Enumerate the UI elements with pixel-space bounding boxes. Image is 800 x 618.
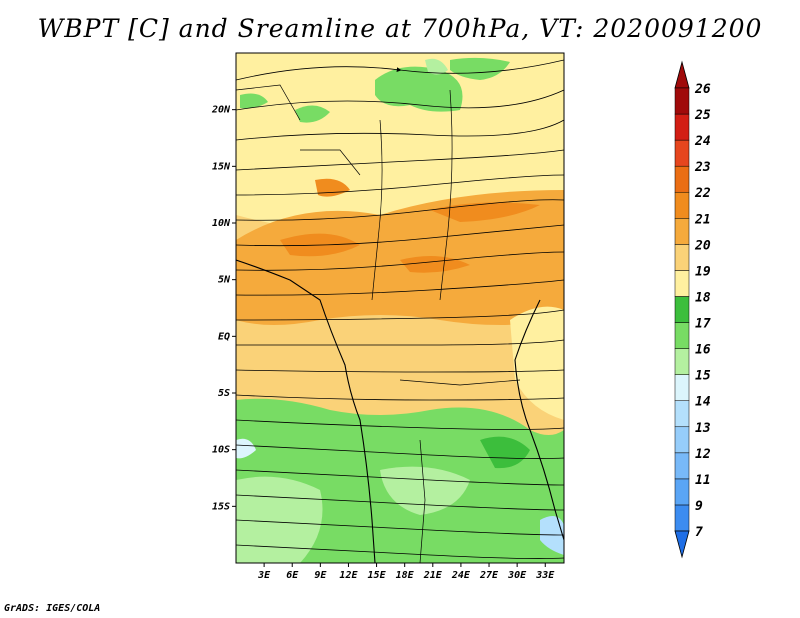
- lon-tick-label: 9E: [314, 570, 327, 581]
- credit-text: GrADS: IGES/COLA: [4, 603, 101, 614]
- latitude-axis: 20N 15N 10N 5N EQ 5S 10S 15S: [211, 105, 236, 512]
- lon-tick-label: 27E: [479, 570, 499, 581]
- colorbar-label: 19: [695, 264, 711, 279]
- colorbar-top-arrow: [674, 60, 690, 89]
- coastlines: [236, 84, 564, 563]
- colorbar-label: 18: [695, 290, 711, 305]
- colorbar-segment: [674, 348, 690, 375]
- lon-tick-label: 3E: [257, 570, 271, 581]
- colorbar-segment: [674, 504, 690, 532]
- wbpt-field: [236, 53, 564, 563]
- lon-tick-label: 33E: [535, 570, 555, 581]
- colorbar-segment: [674, 478, 690, 506]
- colorbar-label: 13: [695, 421, 711, 436]
- lat-tick-label: EQ: [218, 331, 230, 342]
- colorbar: 7 9 11 12 13 14 15 16 17 18 19 20 21 22 23 24 25 26: [674, 60, 711, 559]
- lat-tick-label: 20N: [211, 105, 231, 116]
- colorbar-label: 25: [694, 108, 711, 123]
- colorbar-segment: [674, 244, 690, 271]
- colorbar-segment: [674, 270, 690, 297]
- colorbar-label: 21: [694, 212, 711, 227]
- colorbar-segment: [674, 452, 690, 480]
- colorbar-segment: [674, 113, 690, 141]
- lon-tick-label: 24E: [451, 570, 471, 581]
- lon-tick-label: 21E: [423, 570, 443, 581]
- colorbar-segment: [674, 426, 690, 454]
- colorbar-label: 7: [695, 525, 703, 540]
- lat-tick-label: 15N: [212, 161, 231, 172]
- colorbar-label: 20: [694, 238, 711, 253]
- colorbar-segment: [674, 296, 690, 323]
- lon-tick-label: 15E: [368, 570, 387, 581]
- colorbar-label: 15: [695, 369, 711, 384]
- map-frame: [235, 52, 565, 564]
- colorbar-label: 9: [695, 499, 703, 514]
- streamlines: [236, 59, 564, 559]
- chart-title: WBPT [C] and Sreamline at 700hPa, VT: 20…: [37, 14, 763, 43]
- colorbar-bottom-arrow: [674, 530, 690, 559]
- lon-tick-label: 18E: [396, 570, 415, 581]
- colorbar-label: 17: [695, 317, 711, 332]
- colorbar-segment: [674, 139, 690, 167]
- lat-tick-label: 10S: [212, 445, 230, 456]
- colorbar-segment: [674, 191, 690, 219]
- colorbar-segment: [674, 218, 690, 245]
- colorbar-segment: [674, 165, 690, 193]
- colorbar-segment: [674, 322, 690, 349]
- lat-tick-label: 15S: [212, 501, 230, 512]
- lon-tick-label: 12E: [339, 570, 358, 581]
- colorbar-label: 23: [694, 160, 711, 175]
- colorbar-label: 12: [695, 447, 711, 462]
- longitude-axis: 3E 6E 9E 12E 15E 18E 21E 24E 27E 30E 33E: [257, 563, 555, 581]
- colorbar-label: 14: [695, 395, 711, 410]
- colorbar-label: 16: [695, 343, 711, 358]
- lon-tick-label: 30E: [507, 570, 527, 581]
- colorbar-label: 26: [694, 82, 711, 97]
- lat-tick-label: 10N: [212, 218, 231, 229]
- colorbar-label: 22: [694, 186, 711, 201]
- lon-tick-label: 6E: [286, 570, 299, 581]
- colorbar-segment: [674, 87, 690, 115]
- lat-tick-label: 5N: [218, 275, 231, 286]
- colorbar-segment: [674, 400, 690, 428]
- colorbar-segment: [674, 374, 690, 401]
- lat-tick-label: 5S: [218, 388, 230, 399]
- colorbar-label: 11: [695, 473, 711, 488]
- colorbar-label: 24: [694, 134, 711, 149]
